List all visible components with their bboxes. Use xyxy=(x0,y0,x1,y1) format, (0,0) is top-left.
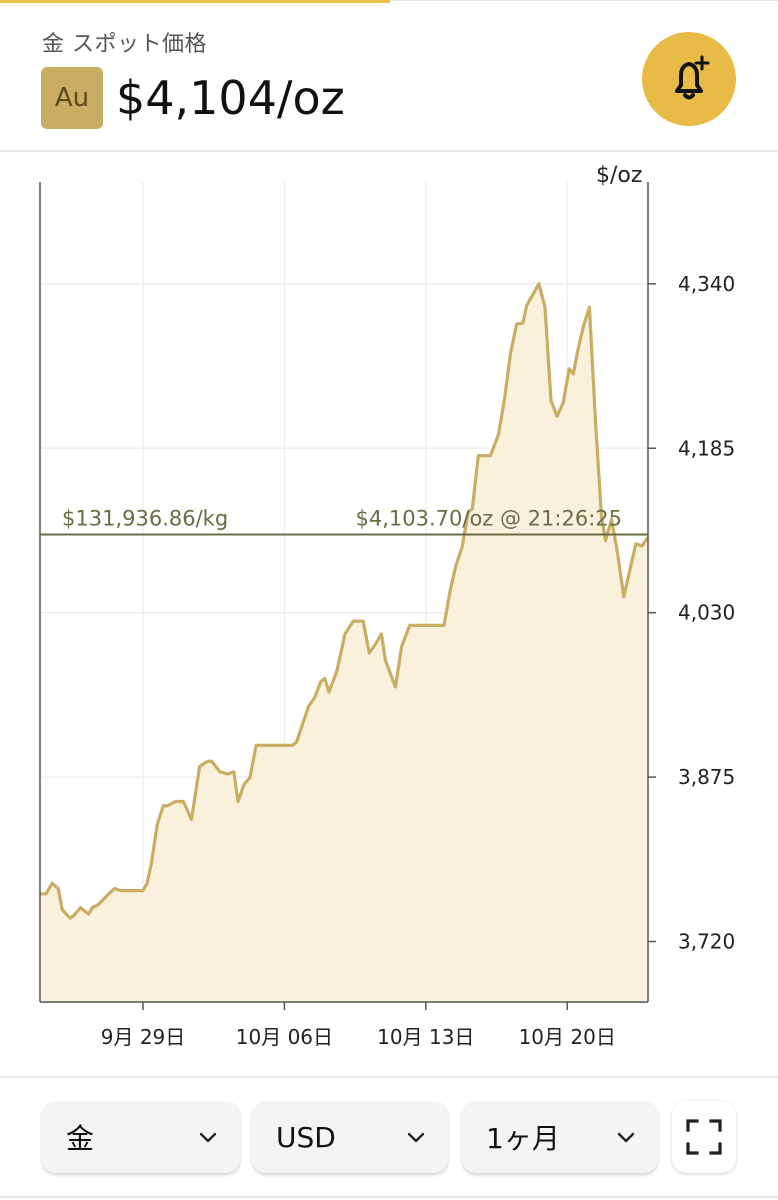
metal-select-label: 金 xyxy=(66,1122,95,1155)
y-tick-label: 4,340 xyxy=(678,272,735,296)
time-range-select-label: 1ヶ月 xyxy=(486,1122,560,1155)
price-header: 金 スポット価格 Au $4,104/oz xyxy=(0,0,778,150)
x-tick-label: 10月 20日 xyxy=(519,1025,616,1049)
x-tick-label: 9月 29日 xyxy=(101,1025,186,1049)
price-chart[interactable]: 3,720 3,875 4,030 4,185 4,340 $/oz 9月 29日 10月 0… xyxy=(0,152,778,1076)
time-range-select[interactable]: 1ヶ月 xyxy=(462,1101,658,1173)
fullscreen-icon xyxy=(686,1119,722,1155)
chevron-down-icon xyxy=(617,1132,635,1143)
currency-select-label: USD xyxy=(276,1120,336,1154)
x-tick-label: 10月 13日 xyxy=(377,1025,474,1049)
metal-select[interactable]: 金 xyxy=(42,1101,240,1173)
x-tick-label: 10月 06日 xyxy=(236,1025,333,1049)
price-chart-svg: 3,720 3,875 4,030 4,185 4,340 $/oz 9月 29日 10月 0… xyxy=(39,163,735,1049)
price-timestamp-label: $4,103.70/oz @ 21:26:25 xyxy=(356,507,623,531)
y-axis-unit-label: $/oz xyxy=(596,163,642,188)
page-subtitle: 金 スポット価格 xyxy=(42,32,207,57)
bottom-divider xyxy=(0,1196,778,1198)
chevron-down-icon xyxy=(199,1132,217,1143)
top-loading-bar xyxy=(0,0,390,3)
price-per-kg-label: $131,936.86/kg xyxy=(62,507,228,531)
y-tick-label: 4,030 xyxy=(678,601,735,625)
add-price-alert-button[interactable] xyxy=(642,32,736,126)
top-loading-track xyxy=(390,0,778,1)
currency-select[interactable]: USD xyxy=(252,1101,448,1173)
price-series-line xyxy=(40,282,650,920)
bell-plus-icon xyxy=(675,55,710,100)
y-tick-label: 3,720 xyxy=(678,930,735,954)
y-tick-label: 3,875 xyxy=(678,765,735,789)
spot-price: $4,104/oz xyxy=(116,71,345,125)
element-symbol-badge: Au xyxy=(41,67,103,129)
y-tick-label: 4,185 xyxy=(678,436,735,460)
fullscreen-button[interactable] xyxy=(672,1101,736,1173)
chevron-down-icon xyxy=(407,1132,425,1143)
header-divider xyxy=(0,150,778,152)
controls-divider xyxy=(0,1076,778,1078)
